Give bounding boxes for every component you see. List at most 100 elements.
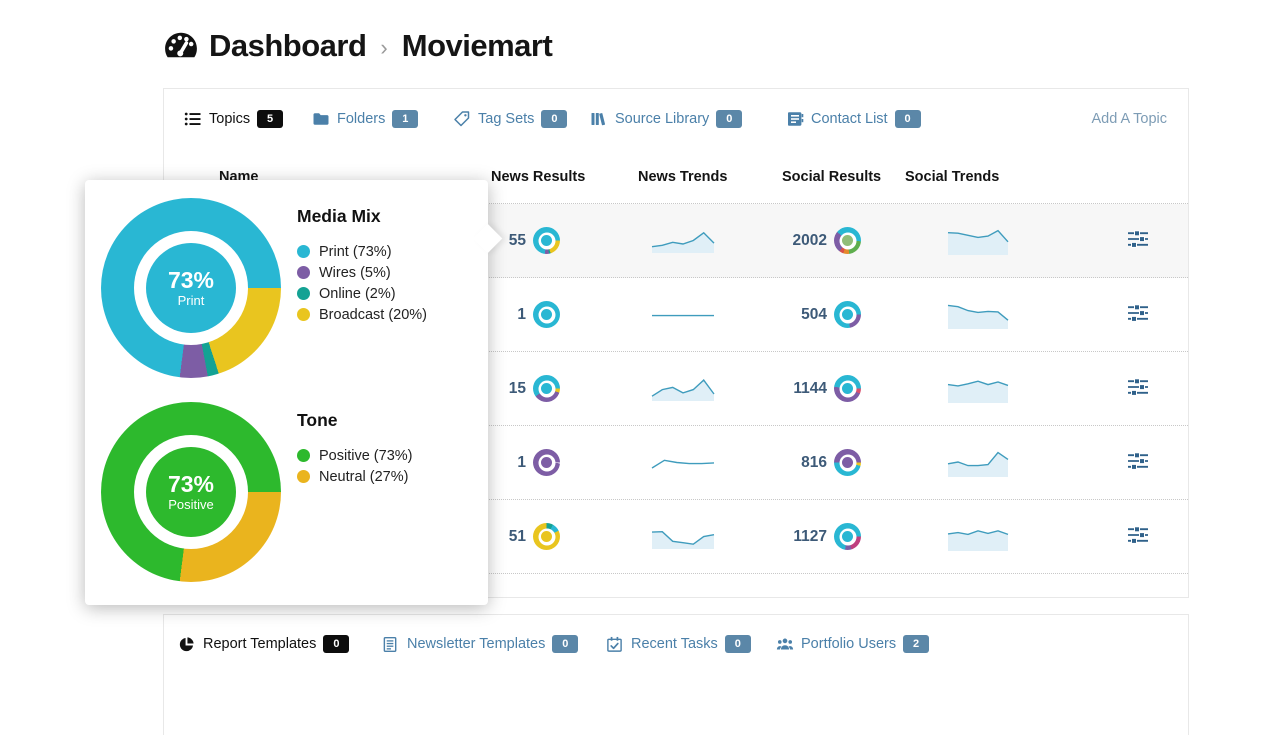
- tone-legend: Tone Positive (73%) Neutral (27%): [297, 410, 412, 487]
- social-results-value: 816: [801, 453, 827, 471]
- news-mix-donut-icon[interactable]: [533, 227, 560, 254]
- tab-recent-tasks[interactable]: Recent Tasks 0: [606, 635, 751, 653]
- tone-center-value: 73%: [167, 470, 215, 497]
- media-mix-center-label: Print: [177, 293, 205, 309]
- social-results-value: 2002: [792, 231, 827, 249]
- media-mix-legend: Media Mix Print (73%) Wires (5%) Online …: [297, 206, 427, 325]
- legend-label: Positive (73%): [319, 447, 413, 464]
- social-results-value: 1144: [793, 379, 827, 397]
- social-mix-donut-icon[interactable]: [834, 449, 861, 476]
- list-icon: [184, 110, 202, 128]
- news-results-value: 1: [517, 453, 526, 471]
- row-settings-sliders-icon[interactable]: [1127, 229, 1153, 252]
- tab-label: Recent Tasks: [631, 636, 718, 652]
- legend-dot: [297, 287, 310, 300]
- social-results-value: 504: [801, 305, 827, 323]
- count-badge: 0: [541, 110, 568, 128]
- tab-label: Newsletter Templates: [407, 636, 546, 652]
- breadcrumb-separator: ›: [380, 35, 388, 60]
- tab-label: Tag Sets: [478, 111, 535, 127]
- library-icon: [590, 110, 608, 128]
- news-mix-donut-icon[interactable]: [533, 449, 560, 476]
- count-badge: 0: [894, 110, 921, 128]
- tab-tag-sets[interactable]: Tag Sets 0: [453, 108, 568, 130]
- breadcrumb-root[interactable]: Dashboard: [209, 28, 367, 63]
- tab-portfolio-users[interactable]: Portfolio Users 2: [776, 635, 930, 653]
- newsletter-icon: [382, 635, 400, 653]
- news-results-value: 55: [508, 231, 526, 249]
- table-row[interactable]: 51 1127: [164, 500, 1188, 574]
- legend-label: Wires (5%): [319, 264, 391, 281]
- add-topic-button[interactable]: Add A Topic: [1091, 111, 1167, 127]
- column-header-social-results: Social Results: [782, 169, 882, 185]
- folder-icon: [312, 110, 330, 128]
- column-header-social-trends: Social Trends: [905, 169, 1000, 185]
- users-icon: [776, 635, 794, 653]
- legend-dot: [297, 449, 310, 462]
- tag-icon: [453, 110, 471, 128]
- calendar-check-icon: [606, 635, 624, 653]
- news-trend-sparkline: [652, 314, 714, 316]
- social-trend-sparkline: [947, 229, 1009, 255]
- tab-folders[interactable]: Folders 1: [312, 108, 419, 130]
- legend-dot: [297, 308, 310, 321]
- pie-chart-icon: [178, 635, 196, 653]
- count-badge: 0: [323, 635, 350, 653]
- news-trend-sparkline: [651, 378, 715, 401]
- tab-label: Source Library: [615, 111, 710, 127]
- news-mix-donut-icon[interactable]: [533, 301, 560, 328]
- topic-stats-popover: 73% Print Media Mix Print (73%) Wires (5…: [85, 180, 503, 605]
- legend-dot: [297, 470, 310, 483]
- tone-donut-chart: 73% Positive: [101, 402, 281, 582]
- social-mix-donut-icon[interactable]: [834, 227, 861, 254]
- row-settings-sliders-icon[interactable]: [1127, 303, 1153, 326]
- news-mix-donut-icon[interactable]: [533, 375, 560, 402]
- news-results-value: 1: [517, 305, 526, 323]
- column-header-news-trends: News Trends: [638, 169, 728, 185]
- count-badge: 1: [392, 110, 419, 128]
- legend-label: Online (2%): [319, 285, 396, 302]
- table-row[interactable]: 1 504: [164, 278, 1188, 352]
- social-trend-sparkline: [947, 529, 1009, 551]
- legend-label: Print (73%): [319, 243, 392, 260]
- legend-label: Neutral (27%): [319, 468, 409, 485]
- row-settings-sliders-icon[interactable]: [1127, 451, 1153, 474]
- table-row[interactable]: 15 1144: [164, 352, 1188, 426]
- social-mix-donut-icon[interactable]: [834, 301, 861, 328]
- social-trend-sparkline: [947, 304, 1009, 329]
- tab-label: Report Templates: [203, 636, 317, 652]
- social-mix-donut-icon[interactable]: [834, 375, 861, 402]
- row-settings-sliders-icon[interactable]: [1127, 377, 1153, 400]
- news-results-value: 51: [508, 527, 526, 545]
- news-results-value: 15: [508, 379, 526, 397]
- column-header-news-results: News Results: [491, 169, 586, 185]
- breadcrumb: Dashboard › Moviemart: [163, 22, 553, 70]
- social-trend-sparkline: [947, 451, 1009, 477]
- contact-book-icon: [786, 110, 804, 128]
- dashboard-gauge-icon: [165, 32, 197, 58]
- tab-contact-list[interactable]: Contact List 0: [786, 108, 921, 130]
- social-results-value: 1127: [793, 527, 827, 545]
- news-trend-sparkline: [651, 231, 715, 253]
- count-badge: 2: [903, 635, 930, 653]
- table-row[interactable]: 1 816: [164, 426, 1188, 500]
- tone-title: Tone: [297, 410, 338, 430]
- tab-newsletter-templates[interactable]: Newsletter Templates 0: [382, 635, 579, 653]
- count-badge: 0: [724, 635, 751, 653]
- row-settings-sliders-icon[interactable]: [1127, 525, 1153, 548]
- tab-report-templates[interactable]: Report Templates 0: [178, 635, 350, 653]
- breadcrumb-current: Moviemart: [401, 28, 553, 63]
- tab-source-library[interactable]: Source Library 0: [590, 108, 743, 130]
- tab-label: Folders: [337, 111, 386, 127]
- tab-label: Portfolio Users: [801, 636, 897, 652]
- count-badge: 0: [716, 110, 743, 128]
- tab-label: Topics: [209, 111, 251, 127]
- legend-dot: [297, 266, 310, 279]
- tab-topics[interactable]: Topics 5: [184, 108, 284, 130]
- legend-label: Broadcast (20%): [319, 306, 427, 323]
- media-mix-title: Media Mix: [297, 206, 381, 226]
- tab-label: Contact List: [811, 111, 888, 127]
- news-mix-donut-icon[interactable]: [533, 523, 560, 550]
- social-mix-donut-icon[interactable]: [834, 523, 861, 550]
- news-trend-sparkline: [651, 530, 715, 549]
